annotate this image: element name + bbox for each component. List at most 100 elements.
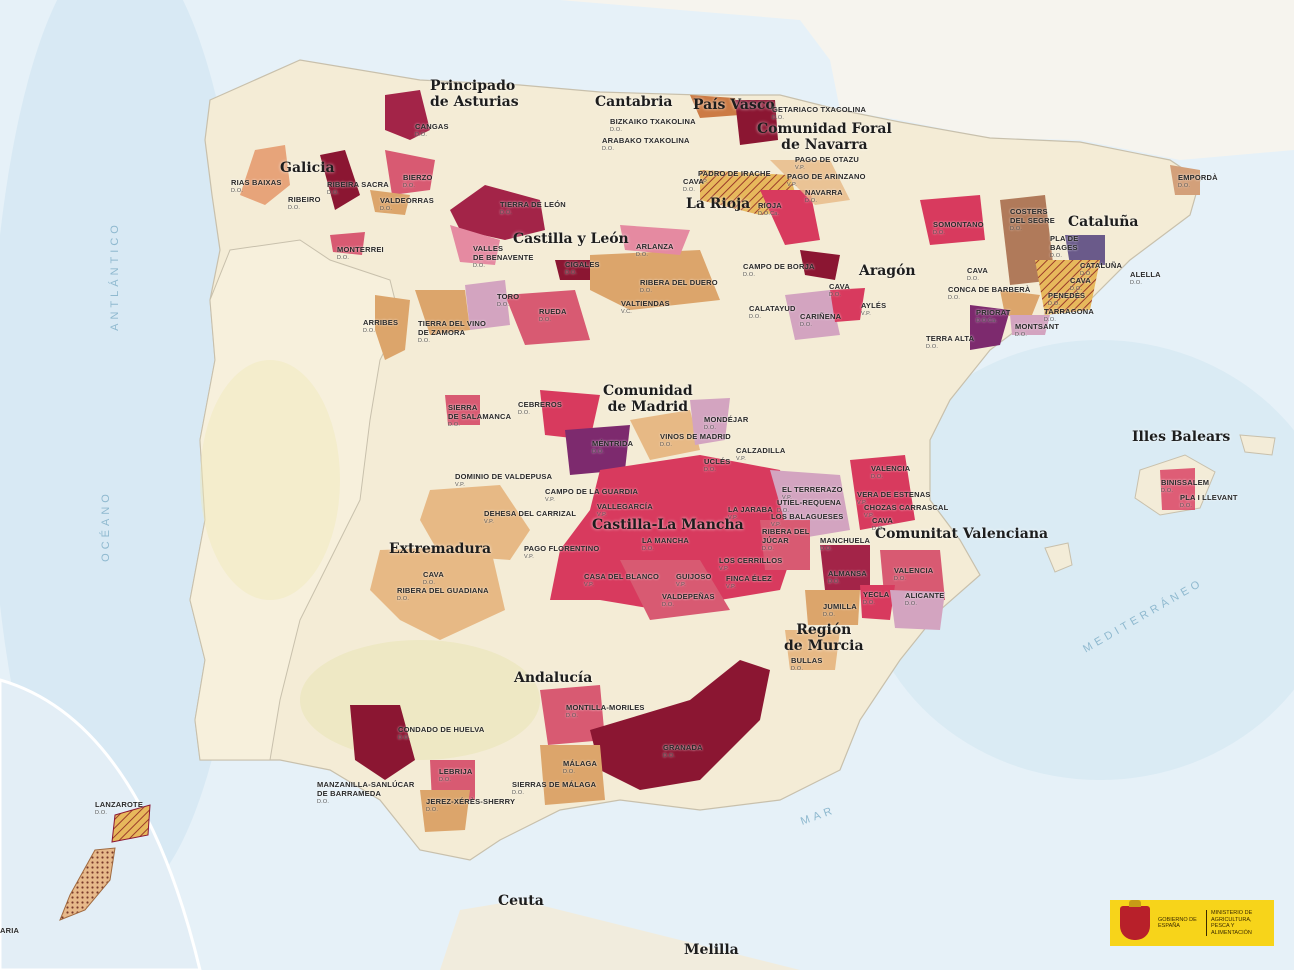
- do-label: CONCA DE BARBERÀ D.O.: [948, 285, 1031, 303]
- do-granada-area: [590, 660, 770, 790]
- do-label: EMPORDÀ D.O.: [1178, 173, 1218, 191]
- do-label: ALELLA D.O.: [1130, 270, 1161, 288]
- do-label: CALZADILLA V.P.: [736, 446, 786, 464]
- do-label-type: V.P.: [864, 513, 874, 519]
- do-label-name: CAVA: [967, 266, 988, 275]
- sea-label-atlantic: ANTLÁNTICO: [108, 221, 121, 331]
- do-label: UTIEL-REQUENA D.O.: [777, 498, 841, 516]
- do-label-name: CIGALES: [565, 260, 600, 269]
- do-label-type: V.P.: [597, 512, 607, 518]
- do-label-name: DEHESA DEL CARRIZAL: [484, 509, 577, 518]
- do-label-name: CARIÑENA: [800, 312, 842, 321]
- do-valdepenas-area: [620, 560, 730, 620]
- do-arribes-area: [375, 295, 410, 360]
- do-label-type: D.O.: [327, 190, 340, 196]
- do-label-type: D.O.: [820, 546, 833, 552]
- do-label-type: D.O.: [288, 205, 301, 211]
- do-label: CANGAS D.O.: [415, 122, 449, 140]
- do-label: CATALUÑA D.O.: [1080, 261, 1122, 279]
- do-label-type: D.O.: [563, 769, 576, 775]
- do-cigales-area: [555, 260, 590, 280]
- do-label: ARABAKO TXAKOLINA D.O.: [602, 136, 690, 154]
- do-label-type: D.O.: [933, 230, 946, 236]
- do-label-type: D.O.: [1048, 301, 1061, 307]
- do-label: CIGALES D.O.: [565, 260, 600, 278]
- do-somontano-area: [920, 195, 985, 245]
- do-label: LA JARABA V.P.: [728, 505, 773, 523]
- do-label: LANZAROTE D.O.: [95, 800, 143, 818]
- region-balears: Illes Balears: [1132, 429, 1231, 445]
- do-label: MANZANILLA-SANLÚCAR DE BARRAMEDA D.O.: [317, 780, 415, 807]
- badge-gov-text: GOBIERNO DE ESPAÑA: [1158, 916, 1197, 930]
- do-label: SOMONTANO D.O.: [933, 220, 984, 238]
- do-label-type: D.O.: [448, 422, 461, 428]
- do-label-name: FINCA ÉLEZ: [726, 574, 772, 583]
- do-label: PRIORAT D.O.Ca.: [976, 308, 1011, 326]
- do-label-type: D.O.: [823, 612, 836, 618]
- do-label-name: MONDÉJAR: [704, 415, 749, 424]
- do-label-name: MÁLAGA: [563, 759, 598, 768]
- do-label-name: PAGO DE OTAZU: [795, 155, 859, 164]
- do-label-type: D.O.: [439, 777, 452, 783]
- do-label-name: VALDEPEÑAS: [662, 592, 715, 601]
- do-label-name: LA MANCHA: [642, 536, 689, 545]
- do-label-name: CEBREROS: [518, 400, 563, 409]
- do-ribeira-sacra-area: [320, 150, 360, 210]
- atlantic-shade: [0, 0, 250, 900]
- do-label: FINCA ÉLEZ V.P.: [726, 574, 772, 592]
- do-label-type: D.O.: [1010, 226, 1023, 232]
- do-label: CASA DEL BLANCO V.P.: [584, 572, 659, 590]
- do-label-type: D.O.: [828, 579, 841, 585]
- do-label: VALDEORRAS D.O.: [380, 196, 434, 214]
- do-label-type: D.O.: [642, 546, 655, 552]
- do-label-type: D.O.: [863, 600, 876, 606]
- do-malaga-area: [540, 745, 605, 805]
- lanzarote-island: [111, 804, 151, 843]
- do-label: TIERRA DE LEÓN D.O.: [500, 200, 566, 218]
- do-campo-borja-area: [800, 250, 840, 280]
- do-label: CAMPO DE LA GUARDIA V.P.: [545, 487, 638, 505]
- do-label-name: PENEDÈS: [1048, 291, 1086, 300]
- do-label-name: TIERRA DEL VINO DE ZAMORA: [418, 319, 487, 337]
- do-label-name: BIZKAIKO TXAKOLINA: [610, 117, 696, 126]
- do-label: MANCHUELA D.O.: [820, 536, 870, 554]
- do-label-type: D.O.: [663, 753, 676, 759]
- do-label: VALDEPEÑAS D.O.: [662, 592, 715, 610]
- region-melilla: Melilla: [684, 942, 739, 958]
- do-label-type: D.O.: [539, 317, 552, 323]
- region-pais-vasco: País Vasco: [693, 97, 775, 113]
- do-label: TORO D.O.: [497, 292, 519, 310]
- do-label-type: D.O.: [403, 183, 416, 189]
- do-label: CEBREROS D.O.: [518, 400, 562, 418]
- do-label: CAVA D.O.: [829, 282, 850, 300]
- do-label-name: DOMINIO DE VALDEPUSA: [455, 472, 553, 481]
- do-label-name: ARABAKO TXAKOLINA: [602, 136, 690, 145]
- do-label-type: D.O.: [800, 322, 813, 328]
- do-label-type: D.O.: [423, 580, 436, 586]
- do-arlanza-area: [620, 225, 690, 255]
- do-label: ALMANSA D.O.: [828, 569, 867, 587]
- do-label-name: RIBEIRA SACRA: [327, 180, 389, 189]
- do-label: JEREZ-XÉRÈS-SHERRY D.O.: [426, 797, 515, 815]
- do-label: EL TERRERAZO V.P.: [782, 485, 843, 503]
- fuerteventura-island: [59, 847, 116, 921]
- region-la-rioja: La Rioja: [686, 196, 751, 212]
- do-label: MÁLAGA D.O.: [563, 759, 597, 777]
- do-label-name: PAGO FLORENTINO: [524, 544, 600, 553]
- do-label-type: D.O.: [1015, 332, 1028, 338]
- do-label: BINISSALEM D.O.: [1161, 478, 1209, 496]
- do-label: VERA DE ESTENAS V.P.: [857, 490, 931, 508]
- do-cataluna-area: [1035, 260, 1100, 315]
- do-label-name: CAVA: [423, 570, 444, 579]
- do-ribera-guadiana-area: [370, 545, 505, 640]
- region-navarra: Comunidad Foral de Navarra: [757, 121, 892, 153]
- do-label-name: ALMANSA: [828, 569, 867, 578]
- do-label-type: V.P.: [771, 522, 781, 528]
- do-monterrei-area: [330, 232, 365, 255]
- do-label-name: VINOS DE MADRID: [660, 432, 731, 441]
- do-label: RIAS BAIXAS D.O.: [231, 178, 282, 196]
- do-label-type: D.O.: [871, 474, 884, 480]
- do-label: JUMILLA D.O.: [823, 602, 857, 620]
- do-label-name: ALICANTE: [905, 591, 945, 600]
- do-label-name: VERA DE ESTENAS: [857, 490, 931, 499]
